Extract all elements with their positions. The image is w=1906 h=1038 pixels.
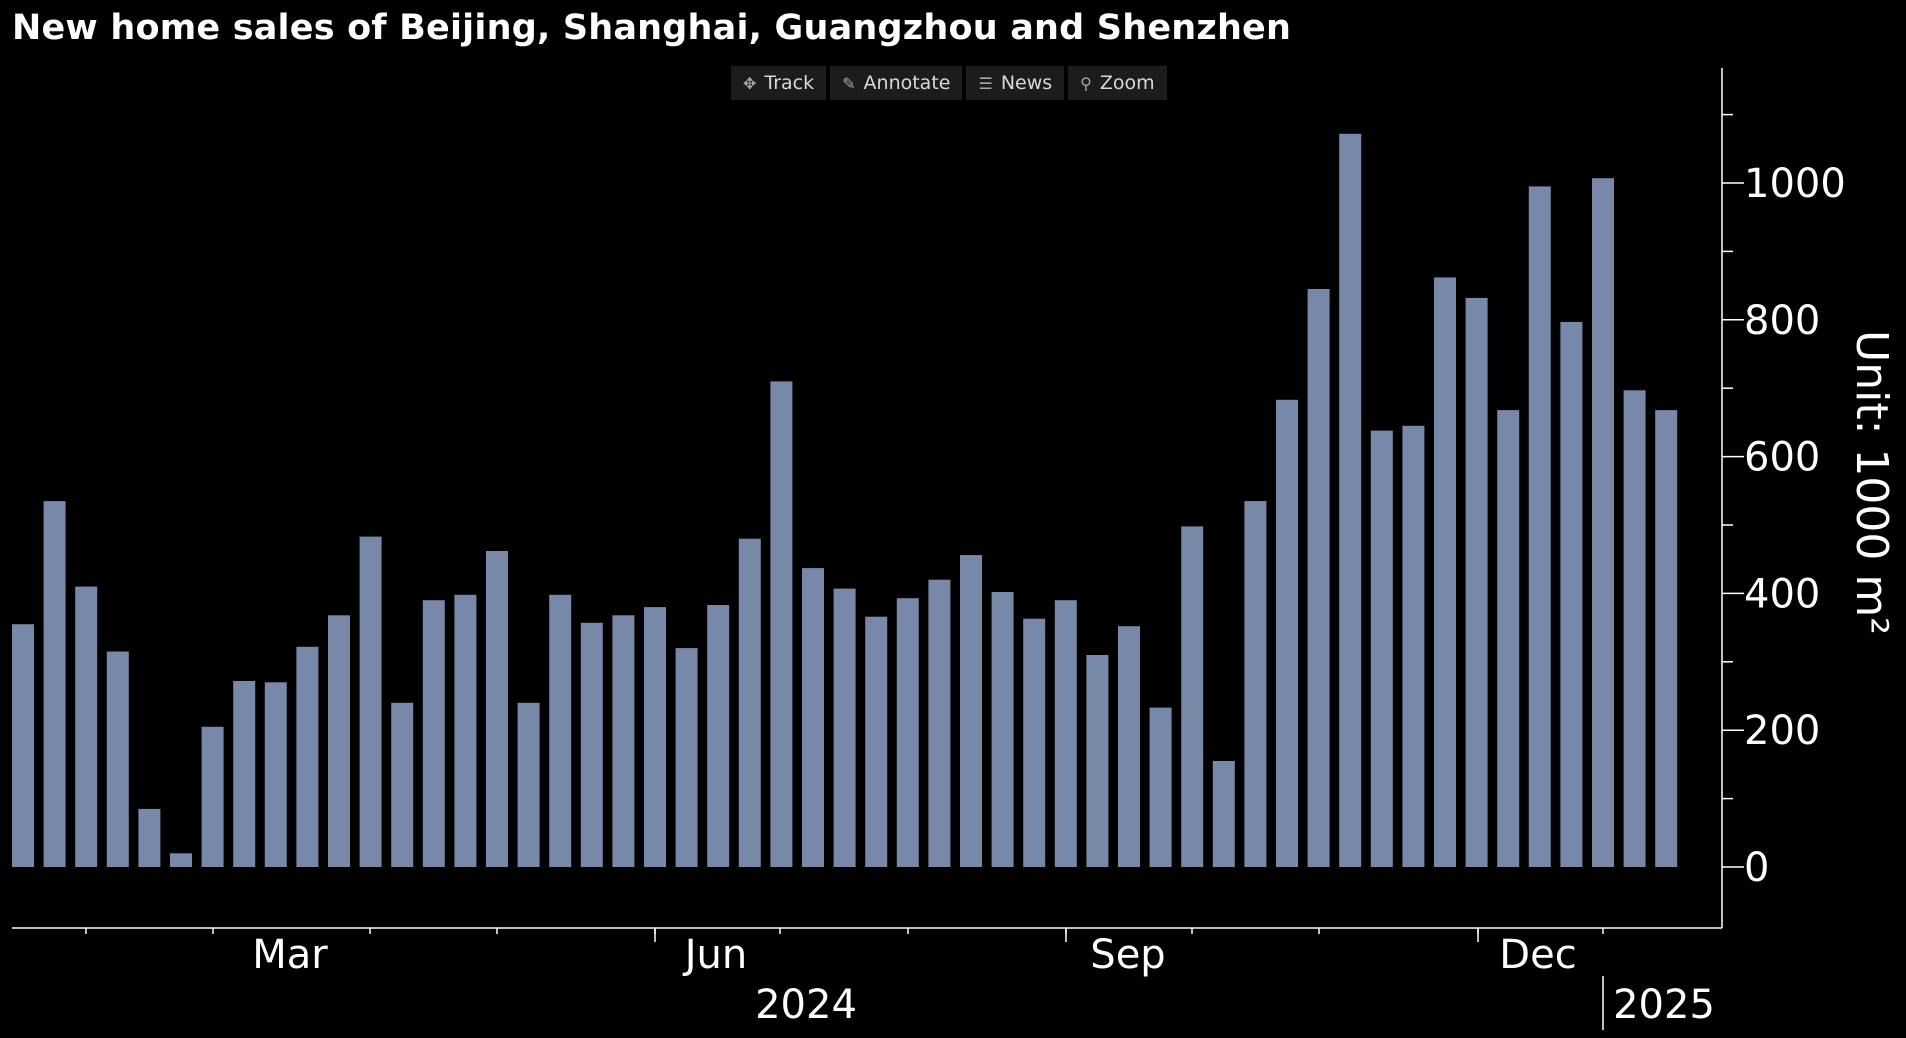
- bar: [1465, 297, 1488, 867]
- bar: [359, 536, 382, 867]
- y-tick-label: 600: [1744, 435, 1820, 481]
- bar: [328, 615, 350, 867]
- news-label: News: [1000, 72, 1053, 94]
- bar: [549, 594, 572, 867]
- bar: [1212, 761, 1235, 867]
- bar: [1149, 707, 1172, 867]
- bar: [1276, 399, 1298, 867]
- bar: [738, 538, 761, 867]
- bar: [1623, 390, 1646, 867]
- bar: [770, 381, 793, 867]
- bar: [517, 702, 540, 867]
- x-month-label: Jun: [682, 932, 748, 978]
- y-tick-label: 400: [1744, 571, 1820, 617]
- bar: [1592, 178, 1614, 867]
- bar: [106, 651, 129, 867]
- bar: [1497, 410, 1520, 867]
- bar: [264, 682, 287, 867]
- bar: [865, 616, 888, 867]
- pencil-icon: ✎: [842, 73, 856, 93]
- bar: [1434, 277, 1456, 867]
- bar: [391, 702, 414, 867]
- bar: [1181, 526, 1204, 867]
- y-tick-label: 200: [1744, 708, 1820, 754]
- bar: [675, 648, 698, 867]
- bar: [1528, 186, 1551, 867]
- x-month-label: Sep: [1090, 932, 1165, 978]
- bar: [1086, 655, 1109, 867]
- bar: [928, 579, 951, 867]
- x-year-label: 2025: [1613, 982, 1715, 1028]
- bar: [12, 624, 34, 867]
- track-button[interactable]: ✥ Track: [731, 66, 827, 100]
- x-axis: Mar Jun Sep Dec 2024 2025: [12, 927, 1722, 1030]
- bar: [612, 615, 635, 867]
- bar: [486, 551, 508, 867]
- annotate-button[interactable]: ✎ Annotate: [830, 66, 963, 100]
- y-axis-unit-label: Unit: 1000 m²: [1846, 330, 1897, 635]
- y-tick-label: 0: [1744, 845, 1769, 891]
- bar: [296, 646, 319, 867]
- bar: [802, 568, 824, 867]
- bar: [1118, 626, 1140, 867]
- x-year-label: 2024: [755, 982, 857, 1028]
- chart-title: New home sales of Beijing, Shanghai, Gua…: [12, 8, 1292, 48]
- bar: [707, 605, 730, 867]
- y-tick-label: 1000: [1744, 161, 1846, 207]
- bar: [1023, 618, 1046, 867]
- bar: [138, 808, 161, 867]
- bar: [201, 726, 224, 867]
- bar: [233, 681, 256, 867]
- bar: [644, 607, 666, 867]
- bar: [896, 598, 919, 867]
- bar: [1655, 410, 1678, 867]
- crosshair-icon: ✥: [743, 73, 757, 93]
- chart-toolbar: ✥ Track ✎ Annotate ☰ News ⚲ Zoom: [731, 66, 1167, 100]
- bar: [454, 594, 477, 867]
- bar: [833, 588, 856, 867]
- annotate-label: Annotate: [863, 72, 951, 94]
- bar: [960, 555, 982, 867]
- zoom-label: Zoom: [1099, 72, 1155, 94]
- bar: [170, 853, 192, 867]
- news-button[interactable]: ☰ News: [966, 66, 1065, 100]
- track-label: Track: [764, 72, 815, 94]
- bar: [43, 501, 66, 867]
- bar: [1307, 289, 1330, 867]
- bar: [1560, 321, 1583, 867]
- bar: [580, 622, 603, 867]
- bar: [991, 592, 1014, 867]
- bar: [75, 586, 98, 867]
- bar: [1402, 425, 1425, 867]
- y-tick-label: 800: [1744, 298, 1820, 344]
- x-month-label: Dec: [1499, 932, 1576, 978]
- bar: [1244, 501, 1267, 867]
- news-icon: ☰: [978, 73, 993, 93]
- bar: [1054, 600, 1077, 867]
- y-axis: 0 200 400 600 800 1000: [1721, 68, 1846, 928]
- bar: [1339, 133, 1362, 868]
- zoom-button[interactable]: ⚲ Zoom: [1068, 66, 1167, 100]
- bars-group: [12, 133, 1678, 868]
- magnifier-icon: ⚲: [1080, 73, 1092, 93]
- bar: [1370, 430, 1393, 867]
- x-month-label: Mar: [252, 932, 328, 978]
- bar: [422, 600, 445, 867]
